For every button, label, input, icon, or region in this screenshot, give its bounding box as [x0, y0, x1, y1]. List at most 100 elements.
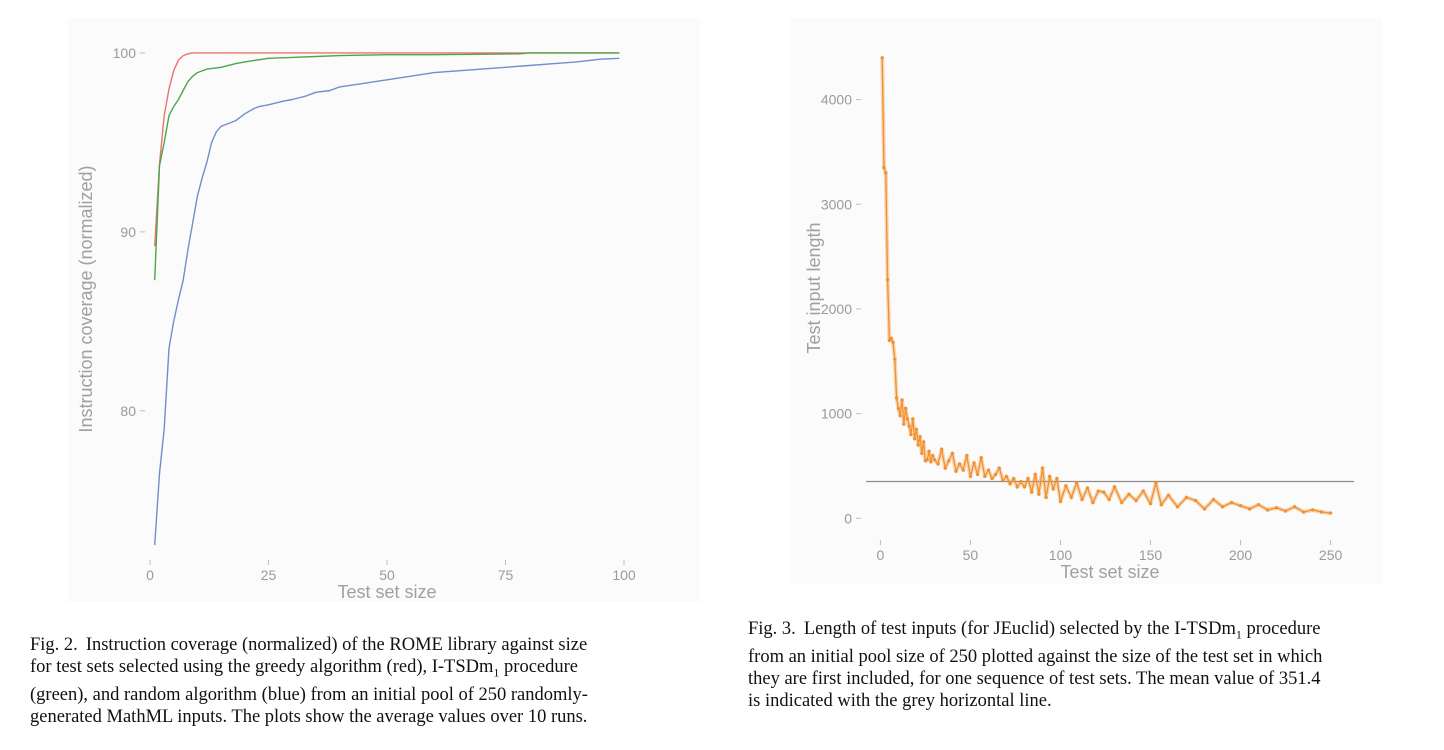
data-point: [1127, 492, 1131, 496]
caption-line: from an initial pool size of 250 plotted…: [748, 646, 1416, 668]
data-point: [1080, 497, 1084, 502]
data-point: [1058, 499, 1063, 504]
data-point: [909, 432, 913, 437]
x-tick-label: 50: [963, 547, 979, 563]
figure-3-panel: 0 1000 2000 3000 4000 0 50 100 150 200 250 Test set…: [790, 18, 1382, 584]
caption-line: Fig. 3. Length of test inputs (for JEucli…: [748, 618, 1416, 646]
data-point: [1265, 508, 1270, 512]
data-point: [889, 336, 893, 340]
data-point: [1091, 500, 1095, 505]
data-point: [1283, 509, 1288, 513]
data-point: [904, 406, 908, 410]
data-point: [958, 462, 962, 466]
data-point: [965, 453, 969, 458]
data-point: [902, 422, 906, 426]
subscript: 1: [493, 665, 500, 680]
data-point: [1319, 510, 1324, 514]
y-tick-label: 4000: [821, 92, 852, 108]
data-point: [1292, 505, 1297, 509]
caption-text: is indicated with the grey horizontal li…: [748, 690, 1052, 711]
data-point: [979, 455, 983, 460]
data-point: [1301, 510, 1306, 514]
data-point: [925, 458, 929, 462]
data-point: [1202, 507, 1207, 511]
x-tick-label: 50: [379, 567, 395, 583]
caption-line: Fig. 2. Instruction coverage (normalized)…: [30, 634, 696, 656]
data-point: [961, 468, 965, 472]
y-tick-label: 3000: [821, 196, 852, 212]
data-point: [893, 357, 897, 361]
data-point: [884, 171, 888, 175]
caption-text: generated MathML inputs. The plots show …: [30, 706, 588, 727]
data-point: [1015, 485, 1019, 489]
data-point: [1107, 497, 1111, 502]
data-point: [1274, 506, 1279, 510]
data-point: [1044, 495, 1048, 499]
figure-3-caption: Fig. 3. Length of test inputs (for JEucli…: [748, 618, 1416, 712]
data-point: [1001, 479, 1005, 483]
subscript: 1: [1235, 627, 1242, 642]
data-point: [1026, 476, 1030, 481]
data-point: [1048, 474, 1052, 479]
data-point: [954, 469, 958, 473]
data-point: [905, 417, 910, 421]
data-point: [916, 443, 920, 447]
data-point: [1096, 489, 1100, 493]
data-point: [927, 449, 931, 453]
data-point: [895, 396, 899, 400]
data-point: [940, 447, 944, 451]
caption-text: they are first included, for one sequenc…: [748, 668, 1321, 689]
y-tick-label: 80: [120, 403, 136, 419]
figure-label: Fig. 3.: [748, 619, 796, 639]
data-point: [1211, 497, 1216, 502]
data-point: [1220, 505, 1225, 509]
data-point: [1238, 504, 1243, 508]
caption-line: for test sets selected using the greedy …: [30, 656, 696, 684]
data-point: [1134, 498, 1138, 503]
x-tick-label: 250: [1319, 547, 1343, 563]
data-point: [947, 459, 951, 463]
data-point: [1102, 490, 1106, 494]
data-point: [898, 414, 902, 418]
caption-text: from an initial pool size of 250 plotted…: [748, 646, 1323, 667]
caption-line: is indicated with the grey horizontal li…: [748, 690, 1416, 712]
data-point: [1022, 485, 1027, 489]
figure-3-chart: 0 1000 2000 3000 4000 0 50 100 150 200 250 Test set…: [804, 56, 1354, 582]
data-point: [1008, 482, 1012, 486]
data-point: [932, 458, 937, 462]
y-tick-label: 90: [120, 224, 136, 240]
y-tick-label: 2000: [821, 301, 852, 317]
caption-line: (green), and random algorithm (blue) fro…: [30, 684, 696, 706]
data-point: [1033, 472, 1037, 476]
data-point: [1069, 495, 1073, 499]
data-point: [1012, 476, 1016, 481]
series-line-green: [154, 52, 620, 281]
series-line-line: [881, 57, 1331, 514]
x-axis-label: Test set size: [337, 582, 436, 602]
data-point: [976, 472, 980, 476]
data-point: [972, 461, 976, 465]
data-point: [943, 466, 947, 470]
data-point: [914, 427, 919, 431]
caption-text: (green), and random algorithm (blue) fro…: [30, 684, 588, 705]
x-tick-label: 75: [498, 567, 514, 583]
x-tick-label: 100: [1049, 547, 1073, 563]
data-point: [1030, 490, 1034, 494]
data-point: [913, 437, 917, 441]
data-point: [1166, 493, 1171, 497]
figure-2-caption: Fig. 2. Instruction coverage (normalized)…: [30, 634, 696, 728]
data-point: [896, 406, 901, 410]
data-point: [1037, 492, 1041, 496]
x-tick-label: 100: [612, 567, 636, 583]
x-tick-label: 200: [1229, 547, 1253, 563]
x-tick-label: 25: [261, 567, 277, 583]
data-point: [891, 340, 895, 345]
data-point: [1328, 511, 1333, 515]
data-point: [1159, 503, 1163, 507]
data-point: [1193, 498, 1198, 503]
series-line-blue: [154, 57, 620, 546]
data-point: [1141, 489, 1145, 493]
x-tick-label: 0: [877, 547, 885, 563]
data-point: [911, 417, 915, 421]
series-line-red: [154, 52, 620, 247]
